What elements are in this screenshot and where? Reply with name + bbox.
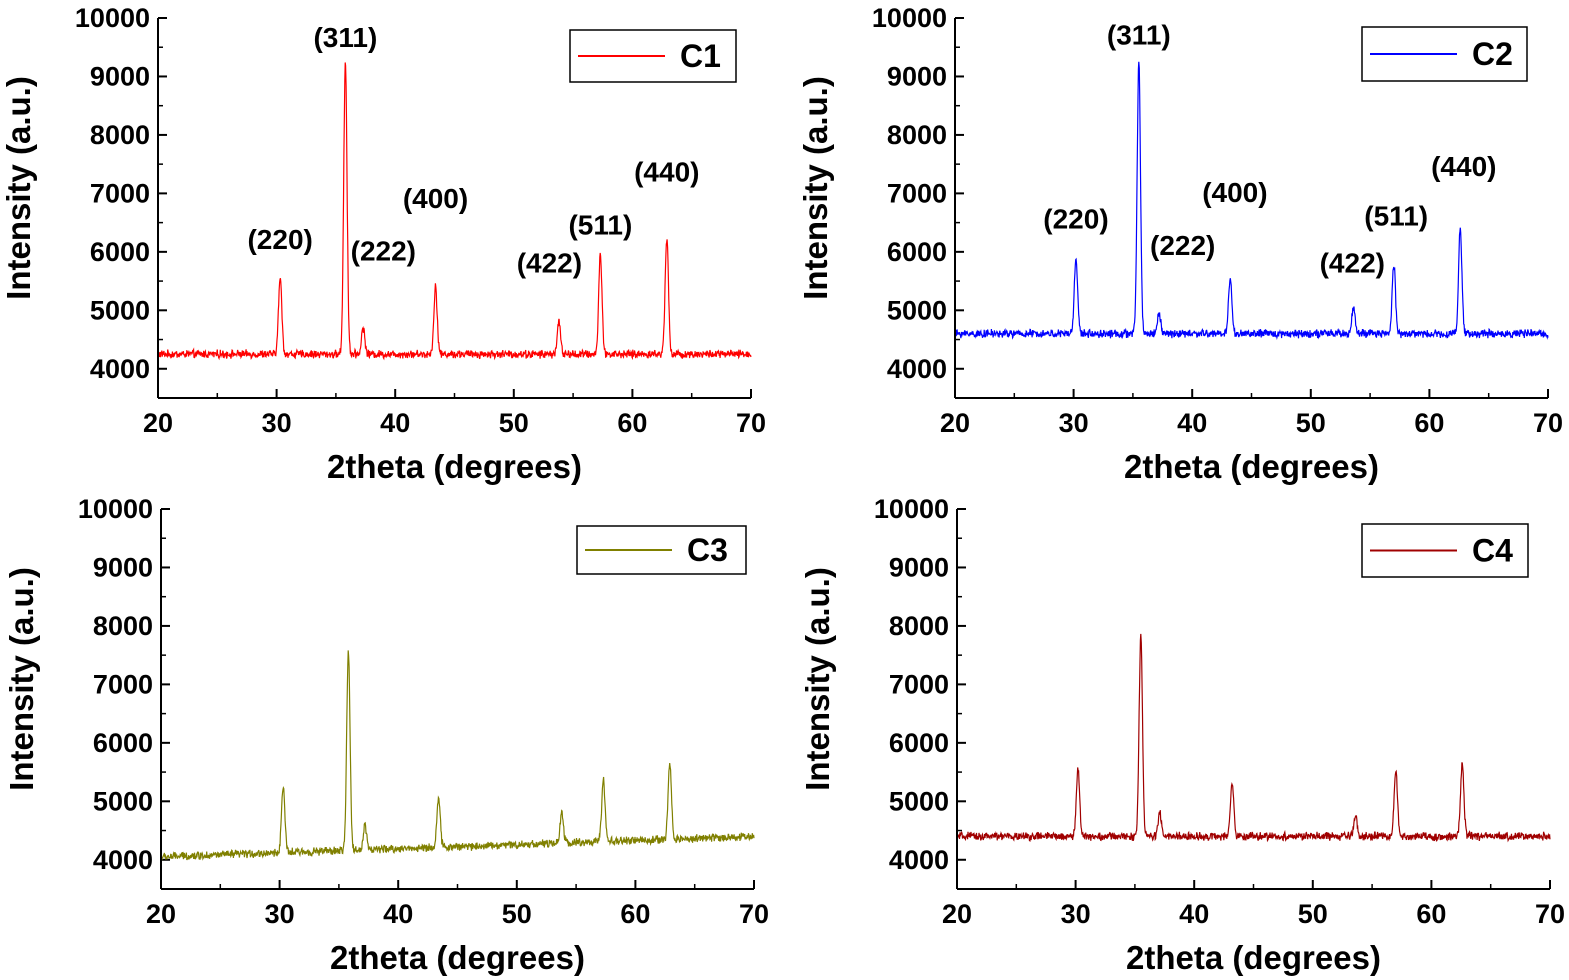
y-tick-label: 7000 [889,669,949,699]
peak-label: (311) [313,22,377,53]
series-line-c1 [157,62,752,361]
x-tick-label: 50 [499,408,529,438]
y-tick-label: 9000 [90,61,150,91]
y-tick-label: 8000 [887,120,947,150]
y-axis-title: Intensity (a.u.) [797,76,834,300]
x-tick-label: 60 [620,899,650,929]
series-line-c4 [956,633,1551,843]
x-axis-title: 2theta (degrees) [1126,939,1381,976]
legend-label: C4 [1472,533,1513,569]
y-tick-label: 10000 [874,494,949,524]
y-tick-label: 5000 [93,786,153,816]
x-tick-label: 30 [262,408,292,438]
x-tick-label: 40 [1177,408,1207,438]
y-tick-label: 7000 [887,178,947,208]
x-tick-label: 50 [502,899,532,929]
series-line-c2 [954,61,1549,340]
y-tick-label: 8000 [93,611,153,641]
peak-label: (220) [247,224,312,255]
x-axis-title: 2theta (degrees) [330,939,585,976]
y-tick-label: 9000 [93,552,153,582]
x-tick-label: 40 [383,899,413,929]
y-tick-label: 10000 [78,494,153,524]
y-tick-label: 4000 [90,354,150,384]
y-tick-label: 4000 [93,845,153,875]
x-axis-title: 2theta (degrees) [327,448,582,485]
peak-label: (422) [517,247,582,278]
peak-label: (440) [1431,151,1496,182]
y-tick-label: 5000 [90,295,150,325]
y-axis-title: Intensity (a.u.) [3,567,40,791]
y-tick-label: 8000 [90,120,150,150]
y-tick-label: 6000 [889,728,949,758]
peak-label: (220) [1043,203,1108,234]
y-tick-label: 6000 [93,728,153,758]
chart-panel-bottom-right: 4000 5000 6000 7000 8000 9000 10000 20 30 40 50 60 7… [799,494,1565,976]
x-tick-label: 70 [736,408,766,438]
x-tick-label: 20 [942,899,972,929]
peak-label: (400) [403,183,468,214]
legend-label: C1 [680,38,721,74]
y-tick-label: 4000 [889,845,949,875]
x-tick-label: 40 [1179,899,1209,929]
chart-panel-top-right: 4000 5000 6000 7000 8000 9000 10000 20 30 40 50 60 7… [797,3,1563,485]
peak-label: (222) [1150,230,1215,261]
x-tick-label: 60 [1414,408,1444,438]
y-tick-label: 10000 [872,3,947,33]
legend-label: C2 [1472,36,1513,72]
x-axis-title: 2theta (degrees) [1124,448,1379,485]
y-tick-label: 8000 [889,611,949,641]
y-tick-label: 10000 [75,3,150,33]
x-tick-label: 30 [1059,408,1089,438]
y-tick-label: 6000 [887,237,947,267]
peak-label: (422) [1320,247,1385,278]
x-tick-label: 60 [1416,899,1446,929]
y-tick-label: 5000 [887,295,947,325]
series-line-c3 [160,650,755,861]
x-tick-label: 70 [1533,408,1563,438]
y-axis-title: Intensity (a.u.) [0,76,37,300]
x-tick-label: 50 [1296,408,1326,438]
legend-label: C3 [687,532,728,568]
x-tick-label: 30 [265,899,295,929]
x-tick-label: 70 [1535,899,1565,929]
chart-panel-top-left: 4000 5000 6000 7000 8000 9000 10000 20 30 40 50 60 7… [0,3,766,485]
x-tick-label: 20 [143,408,173,438]
y-tick-label: 6000 [90,237,150,267]
peak-label: (311) [1107,19,1171,50]
y-tick-label: 7000 [90,178,150,208]
x-tick-label: 70 [739,899,769,929]
x-tick-label: 50 [1298,899,1328,929]
x-tick-label: 60 [617,408,647,438]
peak-label: (511) [1364,201,1428,232]
peak-label: (222) [351,236,416,267]
peak-label: (400) [1202,177,1267,208]
x-tick-label: 40 [380,408,410,438]
peak-label: (440) [634,157,699,188]
chart-panel-bottom-left: 4000 5000 6000 7000 8000 9000 10000 20 30 40 50 60 7… [3,494,769,976]
peak-label: (511) [568,209,632,240]
y-tick-label: 4000 [887,354,947,384]
x-tick-label: 20 [940,408,970,438]
y-tick-label: 9000 [887,61,947,91]
y-tick-label: 7000 [93,669,153,699]
y-tick-label: 9000 [889,552,949,582]
y-axis-title: Intensity (a.u.) [799,567,836,791]
x-tick-label: 30 [1061,899,1091,929]
y-tick-label: 5000 [889,786,949,816]
x-tick-label: 20 [146,899,176,929]
